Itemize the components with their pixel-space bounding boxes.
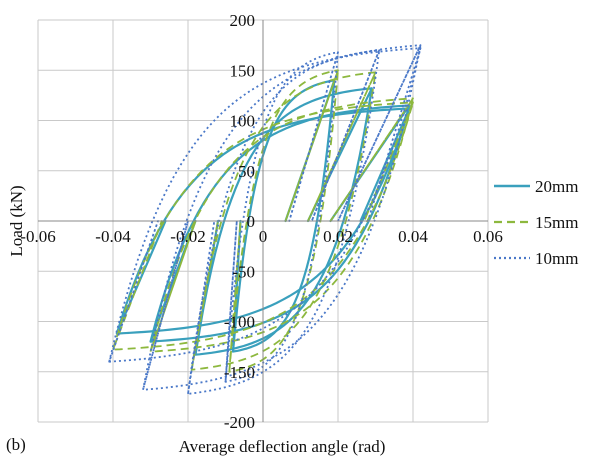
y-tick-label: 150	[230, 61, 256, 80]
hysteresis-loop	[194, 87, 373, 356]
hysteresis-loop	[187, 49, 381, 395]
y-tick-label: -200	[224, 413, 255, 432]
legend-label: 15mm	[535, 213, 578, 232]
x-tick-label: 0.04	[398, 227, 428, 246]
legend: 20mm 15mm 10mm	[494, 177, 578, 268]
x-tick-label: -0.06	[20, 227, 55, 246]
y-tick-label: 50	[238, 162, 255, 181]
hysteresis-loop	[224, 51, 339, 383]
y-tick-label: 200	[230, 11, 256, 30]
hysteresis-loop	[115, 107, 411, 335]
hysteresis-loop	[142, 44, 422, 391]
y-tick-label: -50	[232, 262, 255, 281]
hysteresis-loop	[112, 101, 414, 351]
x-tick-label: -0.04	[95, 227, 131, 246]
y-axis-title: Load (kN)	[7, 185, 26, 256]
hysteresis-loop	[108, 47, 422, 363]
hysteresis-loop	[228, 69, 339, 373]
x-tick-label: 0	[259, 227, 268, 246]
hysteresis-loop	[149, 97, 414, 353]
legend-label: 10mm	[535, 249, 578, 268]
legend-label: 20mm	[535, 177, 578, 196]
axes	[38, 20, 488, 422]
y-tick-label: -150	[224, 363, 255, 382]
series-layer	[108, 44, 422, 395]
tick-labels: -0.06 -0.04 -0.02 0 0.02 0.04 0.06 -200 -150 -100…	[20, 11, 503, 432]
panel-label: (b)	[6, 435, 26, 454]
y-tick-label: -100	[224, 313, 255, 332]
y-tick-label: 0	[247, 212, 256, 231]
x-tick-label: -0.02	[170, 227, 205, 246]
y-tick-label: 100	[230, 112, 256, 131]
series-10mm	[108, 44, 422, 395]
x-tick-label: 0.02	[323, 227, 353, 246]
x-tick-label: 0.06	[473, 227, 503, 246]
x-axis-title: Average deflection angle (rad)	[179, 437, 386, 456]
